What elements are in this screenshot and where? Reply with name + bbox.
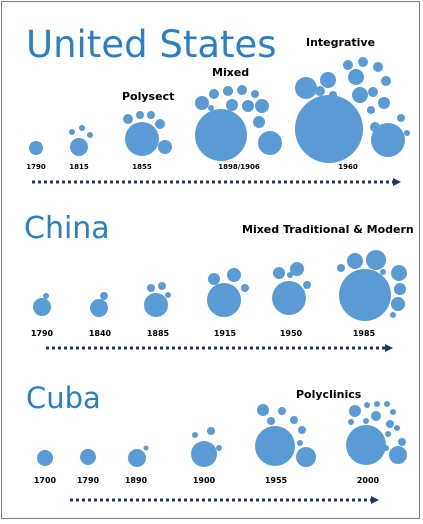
us-node-1855 <box>123 111 172 156</box>
china-year-labels: 1790 1840 1885 1915 1950 1985 <box>31 329 376 338</box>
stage-label-polyclinics: Polyclinics <box>296 388 362 401</box>
china-node-1950 <box>272 262 311 315</box>
china-year-1915: 1915 <box>214 329 237 338</box>
china-row <box>33 250 407 321</box>
cuba-year-1900: 1900 <box>193 476 216 485</box>
us-node-1960 <box>295 57 410 163</box>
stage-label-mixed: Mixed <box>212 66 250 79</box>
us-row <box>29 57 410 163</box>
cuba-node-1955 <box>255 404 316 467</box>
cuba-node-1700 <box>37 450 53 466</box>
cuba-node-2000 <box>346 401 407 465</box>
china-year-1790: 1790 <box>31 329 54 338</box>
cuba-row <box>37 401 407 467</box>
stage-label-polysect: Polysect <box>122 90 175 103</box>
cuba-year-1890: 1890 <box>125 476 148 485</box>
country-title-united-states: United States <box>26 23 277 66</box>
cuba-node-1900 <box>191 427 222 467</box>
us-node-1790 <box>29 141 43 155</box>
cuba-year-1790: 1790 <box>77 476 100 485</box>
cuba-year-2000: 2000 <box>357 476 380 485</box>
china-year-1840: 1840 <box>89 329 112 338</box>
stage-label-mixed-traditional-modern: Mixed Traditional & Modern <box>242 223 414 236</box>
cuba-node-1790 <box>80 449 96 465</box>
china-node-1915 <box>207 268 249 317</box>
china-node-1790 <box>33 293 51 316</box>
cuba-year-labels: 1700 1790 1890 1900 1955 2000 <box>34 476 380 485</box>
us-year-1815: 1815 <box>69 163 89 171</box>
figure-frame: United States China Cuba Polysect Mixed … <box>1 1 420 519</box>
cuba-year-1700: 1700 <box>34 476 57 485</box>
us-year-1855: 1855 <box>132 163 152 171</box>
china-year-1885: 1885 <box>147 329 170 338</box>
china-node-1985 <box>337 250 407 321</box>
us-year-1790: 1790 <box>26 163 46 171</box>
us-node-1898-1906 <box>195 85 282 161</box>
us-node-1815 <box>69 125 93 156</box>
us-year-1898-1906: 1898/1906 <box>218 163 260 171</box>
country-title-cuba: Cuba <box>26 381 101 415</box>
china-year-1985: 1985 <box>353 329 376 338</box>
cuba-node-1890 <box>128 445 149 467</box>
china-year-1950: 1950 <box>280 329 303 338</box>
us-year-labels: 1790 1815 1855 1898/1906 1960 <box>26 163 358 171</box>
country-title-china: China <box>24 211 110 246</box>
china-node-1840 <box>90 292 108 317</box>
us-year-1960: 1960 <box>338 163 358 171</box>
china-node-1885 <box>144 282 171 317</box>
cuba-year-1955: 1955 <box>265 476 288 485</box>
stage-label-integrative: Integrative <box>306 36 376 49</box>
